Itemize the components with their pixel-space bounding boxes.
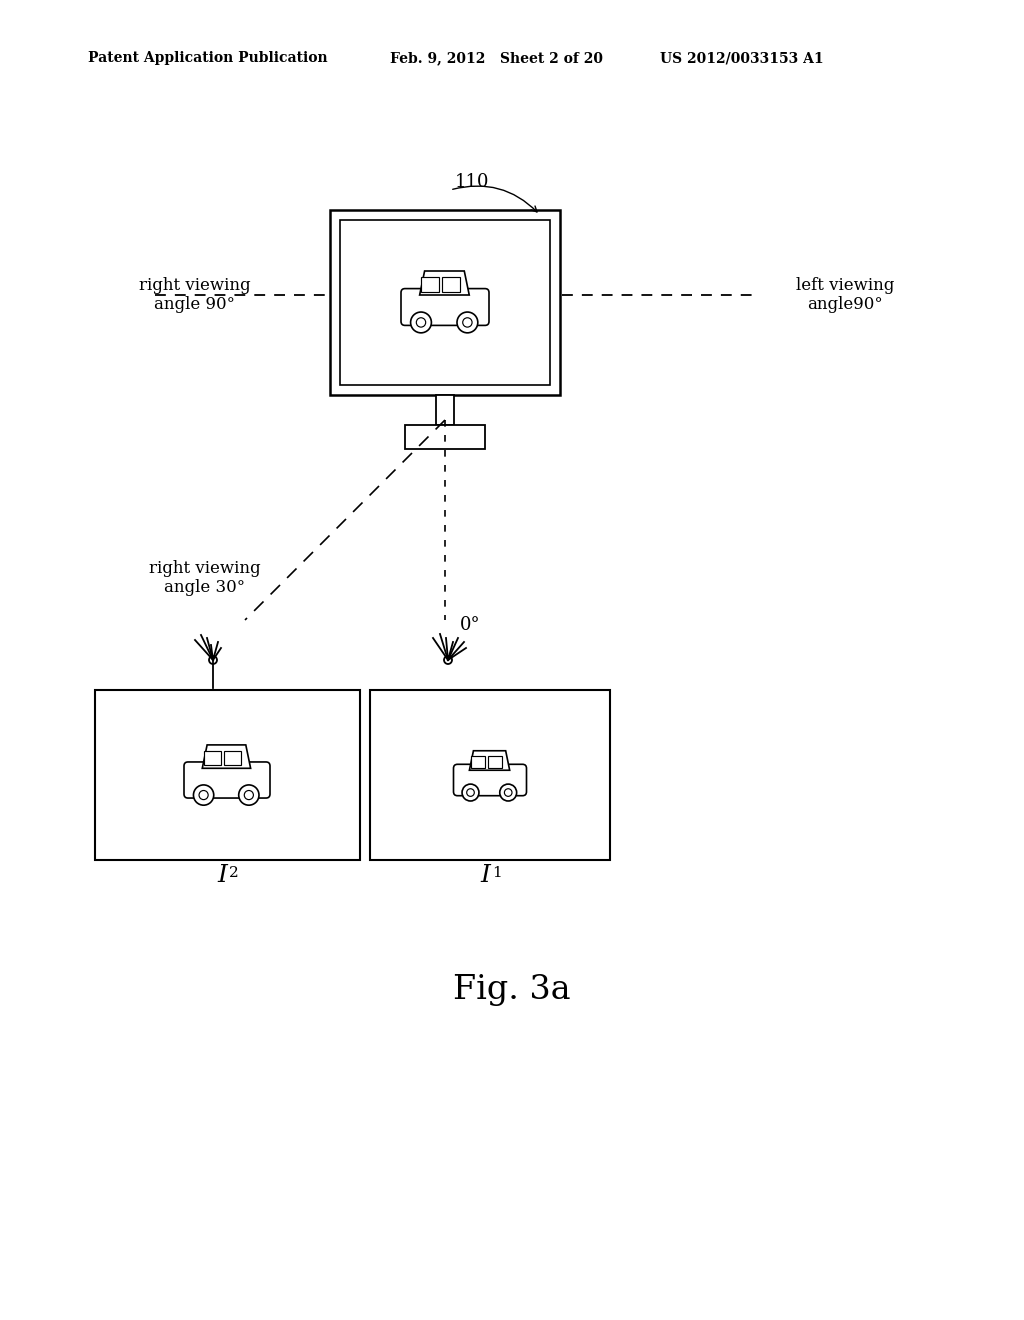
Polygon shape bbox=[203, 744, 251, 768]
Text: I: I bbox=[217, 863, 227, 887]
Text: right viewing
angle 90°: right viewing angle 90° bbox=[139, 277, 251, 313]
Text: Fig. 3a: Fig. 3a bbox=[454, 974, 570, 1006]
FancyBboxPatch shape bbox=[204, 751, 221, 766]
FancyBboxPatch shape bbox=[340, 220, 550, 385]
FancyBboxPatch shape bbox=[454, 764, 526, 796]
Circle shape bbox=[199, 791, 208, 800]
Circle shape bbox=[444, 656, 452, 664]
Circle shape bbox=[457, 312, 478, 333]
Text: right viewing
angle 30°: right viewing angle 30° bbox=[150, 560, 261, 597]
FancyBboxPatch shape bbox=[471, 756, 485, 768]
Text: 2: 2 bbox=[229, 866, 239, 880]
FancyBboxPatch shape bbox=[95, 690, 360, 861]
Text: 0°: 0° bbox=[460, 616, 480, 634]
FancyBboxPatch shape bbox=[184, 762, 270, 799]
FancyBboxPatch shape bbox=[436, 395, 454, 425]
Circle shape bbox=[463, 318, 472, 327]
Text: I: I bbox=[480, 863, 490, 887]
Circle shape bbox=[500, 784, 517, 801]
FancyBboxPatch shape bbox=[330, 210, 560, 395]
Circle shape bbox=[194, 785, 214, 805]
FancyBboxPatch shape bbox=[224, 751, 242, 766]
FancyBboxPatch shape bbox=[487, 756, 502, 768]
Circle shape bbox=[467, 789, 474, 796]
Text: Feb. 9, 2012   Sheet 2 of 20: Feb. 9, 2012 Sheet 2 of 20 bbox=[390, 51, 603, 65]
Polygon shape bbox=[469, 751, 510, 771]
Circle shape bbox=[245, 791, 253, 800]
Text: left viewing
angle90°: left viewing angle90° bbox=[796, 277, 894, 313]
Text: Patent Application Publication: Patent Application Publication bbox=[88, 51, 328, 65]
Polygon shape bbox=[420, 271, 469, 294]
FancyBboxPatch shape bbox=[370, 690, 610, 861]
FancyBboxPatch shape bbox=[421, 277, 438, 292]
Circle shape bbox=[505, 789, 512, 796]
Circle shape bbox=[209, 656, 217, 664]
Circle shape bbox=[417, 318, 426, 327]
Text: 110: 110 bbox=[455, 173, 489, 191]
Circle shape bbox=[462, 784, 479, 801]
FancyArrowPatch shape bbox=[453, 186, 537, 213]
Circle shape bbox=[411, 312, 431, 333]
FancyBboxPatch shape bbox=[442, 277, 460, 292]
Text: 1: 1 bbox=[492, 866, 502, 880]
FancyBboxPatch shape bbox=[406, 425, 485, 449]
Text: US 2012/0033153 A1: US 2012/0033153 A1 bbox=[660, 51, 823, 65]
FancyBboxPatch shape bbox=[401, 289, 489, 326]
Circle shape bbox=[239, 785, 259, 805]
